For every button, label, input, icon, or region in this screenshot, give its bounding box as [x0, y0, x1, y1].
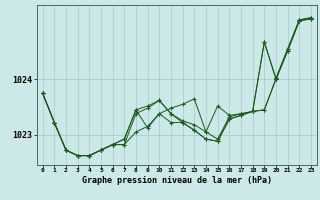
X-axis label: Graphe pression niveau de la mer (hPa): Graphe pression niveau de la mer (hPa) [82, 176, 272, 185]
